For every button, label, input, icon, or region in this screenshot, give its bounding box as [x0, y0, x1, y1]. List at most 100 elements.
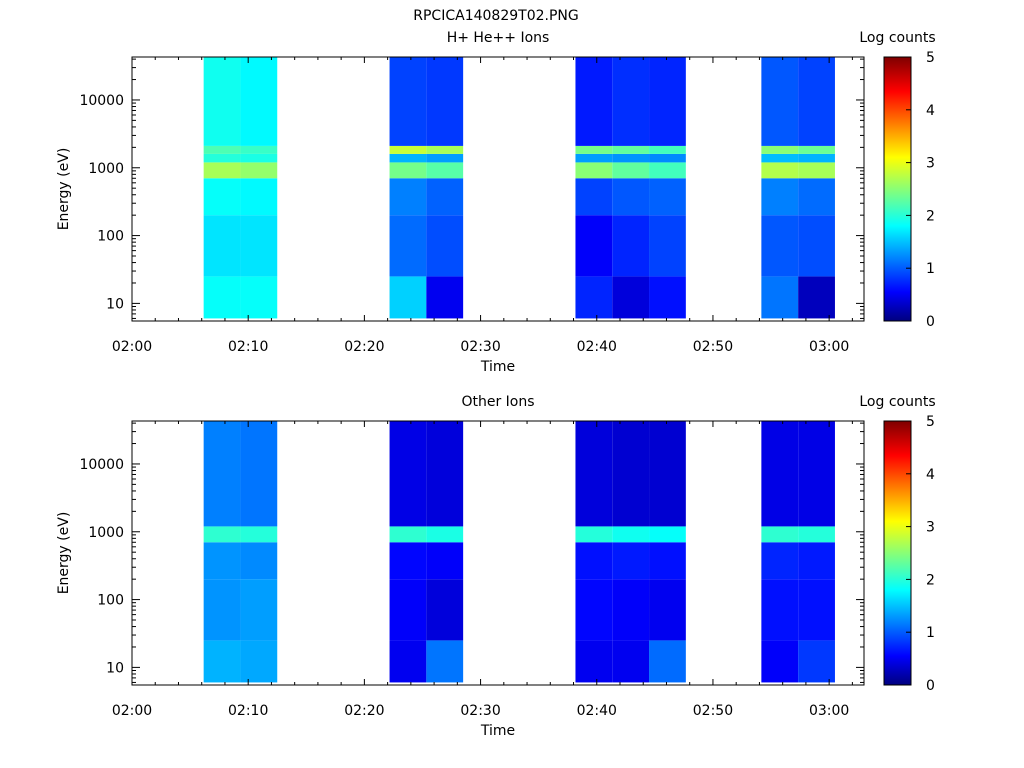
x-tick-label: 02:40	[577, 703, 617, 719]
cell-c6-b4	[649, 153, 686, 163]
cell-c3-b0	[426, 276, 464, 319]
x-axis-label: Time	[480, 359, 515, 375]
cell-c4-b5	[575, 145, 613, 154]
x-tick-label: 02:20	[344, 339, 384, 355]
cell-c8-b6	[798, 57, 835, 146]
cell-c7-b1	[761, 579, 799, 641]
cell-c7-b6	[761, 57, 799, 146]
cell-c0-b1	[203, 579, 241, 641]
cell-c3-b1	[426, 579, 464, 641]
cell-c6-b3	[649, 526, 686, 543]
cell-c4-b1	[575, 215, 613, 277]
x-tick-label: 02:30	[460, 703, 500, 719]
cell-c2-b3	[389, 162, 427, 179]
cell-c5-b0	[612, 640, 650, 683]
colorbar-label: Log counts	[859, 394, 935, 410]
colorbar-tick-label: 4	[926, 103, 935, 119]
x-axis-label: Time	[480, 723, 515, 739]
cell-c1-b3	[240, 526, 278, 543]
cell-c1-b1	[240, 579, 278, 641]
cell-c8-b3	[798, 526, 835, 543]
cell-c0-b0	[203, 640, 241, 683]
panel-title: Other Ions	[461, 394, 534, 410]
cell-c1-b5	[240, 145, 278, 154]
y-tick-label: 10	[106, 296, 124, 312]
cell-c8-b0	[798, 276, 835, 319]
cell-c2-b1	[389, 215, 427, 277]
colorbar-tick-label: 0	[926, 314, 935, 330]
cell-c8-b2	[798, 542, 835, 580]
cell-c5-b3	[612, 162, 650, 179]
cell-c4-b0	[575, 640, 613, 683]
y-axis-label: Energy (eV)	[56, 512, 72, 595]
cell-c2-b0	[389, 640, 427, 683]
cell-c1-b4	[240, 153, 278, 163]
cell-c1-b4	[240, 421, 278, 527]
colorbar-tick-label: 2	[926, 208, 935, 224]
colorbar-label: Log counts	[859, 30, 935, 46]
x-tick-label: 03:00	[809, 703, 849, 719]
cell-c5-b4	[612, 421, 650, 527]
cell-c7-b5	[761, 145, 799, 154]
cell-c4-b2	[575, 542, 613, 580]
cell-c2-b4	[389, 421, 427, 527]
colorbar-tick-label: 5	[926, 414, 935, 430]
cell-c0-b0	[203, 276, 241, 319]
cell-c2-b0	[389, 276, 427, 319]
cell-c2-b2	[389, 542, 427, 580]
cell-c6-b5	[649, 145, 686, 154]
cell-c5-b2	[612, 542, 650, 580]
cell-c1-b1	[240, 215, 278, 277]
x-tick-label: 02:00	[112, 339, 152, 355]
cell-c8-b5	[798, 145, 835, 154]
y-tick-label: 10	[106, 660, 124, 676]
cell-c0-b5	[203, 145, 241, 154]
cell-c4-b4	[575, 153, 613, 163]
cell-c4-b6	[575, 57, 613, 146]
cell-c6-b1	[649, 215, 686, 277]
cell-c0-b4	[203, 153, 241, 163]
cell-c3-b0	[426, 640, 464, 683]
cell-c0-b6	[203, 57, 241, 146]
cell-c6-b3	[649, 162, 686, 179]
cell-c2-b5	[389, 145, 427, 154]
cell-c8-b3	[798, 162, 835, 179]
cell-c4-b4	[575, 421, 613, 527]
x-tick-label: 02:10	[228, 703, 268, 719]
cell-c6-b0	[649, 276, 686, 319]
cell-c1-b0	[240, 640, 278, 683]
colorbar-tick-label: 4	[926, 467, 935, 483]
cell-c8-b4	[798, 153, 835, 163]
cell-c0-b2	[203, 542, 241, 580]
cell-c8-b1	[798, 215, 835, 277]
cell-c7-b4	[761, 421, 799, 527]
cell-c3-b4	[426, 421, 464, 527]
panel-h-he-ions: H+ He++ Ions 02:00 02:10 02:20 02:30 02:40 02:…	[56, 30, 936, 375]
colorbar-tick-label: 3	[926, 520, 935, 536]
cell-c2-b6	[389, 57, 427, 146]
cell-c0-b2	[203, 178, 241, 216]
cell-c5-b4	[612, 153, 650, 163]
plot-frame	[131, 56, 865, 322]
y-tick-label: 100	[97, 229, 124, 245]
cell-c3-b3	[426, 526, 464, 543]
colorbar-tick-label: 2	[926, 572, 935, 588]
cell-c1-b2	[240, 542, 278, 580]
plot-frame	[131, 420, 865, 686]
cell-c8-b4	[798, 421, 835, 527]
x-tick-label: 02:40	[577, 339, 617, 355]
cell-c4-b1	[575, 579, 613, 641]
cell-c6-b2	[649, 542, 686, 580]
colorbar-tick-label: 1	[926, 625, 935, 641]
cell-c7-b0	[761, 640, 799, 683]
cell-c7-b3	[761, 162, 799, 179]
cell-c2-b1	[389, 579, 427, 641]
cell-c5-b0	[612, 276, 650, 319]
y-tick-label: 10000	[79, 457, 124, 473]
cell-c3-b5	[426, 145, 464, 154]
x-tick-label: 02:50	[693, 703, 733, 719]
cell-c5-b5	[612, 145, 650, 154]
cell-c5-b1	[612, 215, 650, 277]
cell-c1-b6	[240, 57, 278, 146]
